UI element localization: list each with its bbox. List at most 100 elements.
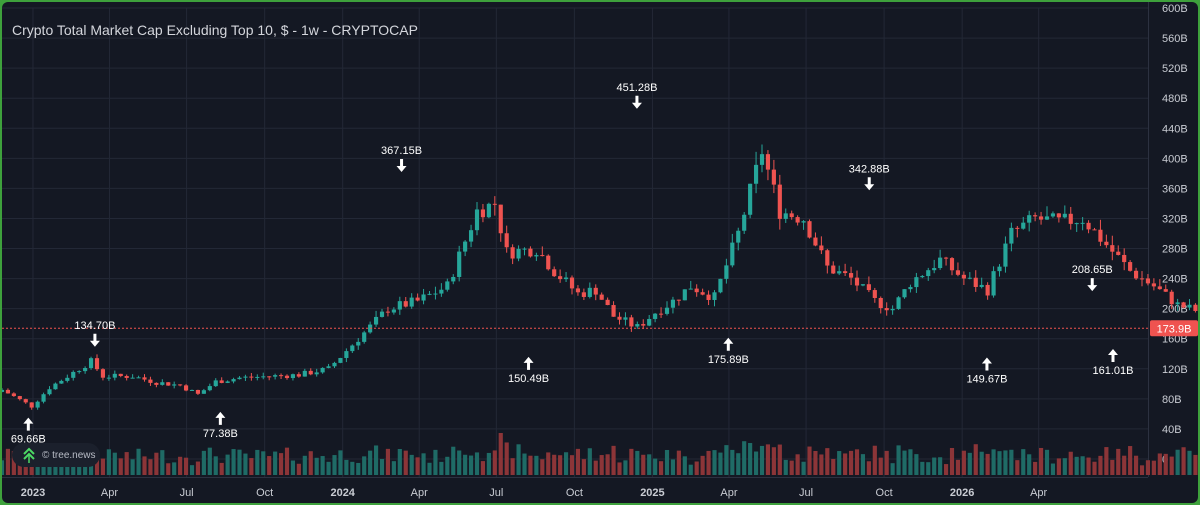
candle-body	[1080, 222, 1085, 224]
volume-bar	[860, 454, 866, 475]
volume-bar	[2, 460, 5, 475]
volume-bar	[261, 451, 266, 475]
volume-bar	[516, 444, 521, 475]
candle-body	[504, 233, 509, 248]
volume-bar	[700, 455, 705, 475]
volume-bar	[1145, 460, 1151, 475]
volume-bar	[854, 449, 860, 475]
candle-body	[807, 221, 812, 238]
volume-bar	[421, 453, 426, 475]
annotation: 208.65B	[1072, 264, 1113, 292]
volume-bar	[249, 458, 254, 475]
candle-body	[718, 278, 723, 293]
candle-body	[278, 375, 284, 377]
candle-body	[664, 307, 670, 314]
candle-body	[1169, 291, 1174, 305]
volume-bar	[284, 447, 290, 475]
candle-body	[736, 230, 741, 243]
candle-body	[53, 383, 58, 390]
volume-bar	[1021, 449, 1026, 475]
brand-badge[interactable]: © tree.news	[12, 443, 100, 467]
candle-body	[682, 289, 687, 301]
volume-bar	[1080, 456, 1085, 475]
candle-body	[178, 384, 183, 386]
candle-body	[2, 389, 5, 392]
candle-body	[843, 271, 848, 274]
candle-body	[890, 308, 895, 311]
volume-bar	[961, 450, 966, 475]
candle-body	[961, 274, 966, 279]
candle-body	[71, 371, 76, 378]
candle-body	[457, 251, 462, 277]
candle-body	[486, 203, 491, 218]
volume-bar	[213, 456, 218, 475]
x-tick-label: Oct	[566, 487, 583, 499]
y-tick-label: 80B	[1162, 394, 1182, 406]
volume-bar	[94, 452, 100, 475]
volume-bar	[831, 458, 836, 475]
volume-bar	[278, 453, 284, 475]
volume-bar	[563, 452, 569, 475]
volume-bar	[189, 465, 195, 475]
volume-bar	[955, 459, 961, 475]
candle-body	[1074, 223, 1079, 225]
volume-bar	[290, 460, 296, 475]
volume-bar	[682, 456, 687, 475]
candle-body	[593, 287, 598, 295]
candle-body	[813, 237, 818, 246]
candle-body	[463, 241, 468, 252]
volume-bar	[753, 451, 759, 475]
volume-bar	[486, 452, 491, 475]
candle-body	[558, 276, 563, 280]
candle-body	[166, 382, 171, 386]
candle-body	[130, 377, 135, 379]
candle-body	[59, 380, 64, 384]
volume-bar	[795, 454, 800, 475]
volume-bar	[985, 453, 990, 475]
volume-bar	[949, 447, 955, 475]
candle-body	[641, 324, 646, 326]
volume-bar	[914, 454, 919, 475]
volume-bar	[356, 462, 361, 475]
candle-body	[106, 377, 111, 379]
volume-bar	[658, 461, 664, 475]
y-tick-label: 320B	[1162, 213, 1188, 225]
chart-title: Crypto Total Market Cap Excluding Top 10…	[12, 22, 418, 38]
volume-bar	[569, 455, 575, 475]
volume-bar	[599, 455, 604, 475]
volume-bar	[362, 456, 367, 475]
candle-body	[926, 270, 931, 277]
volume-bar	[5, 448, 11, 475]
volume-bar	[468, 455, 474, 475]
candle-body	[1086, 222, 1091, 230]
volume-bar	[1122, 455, 1127, 475]
arrow-up-icon	[215, 411, 226, 425]
volume-bar	[848, 450, 854, 475]
volume-bar	[575, 448, 581, 475]
volume-bar	[872, 445, 877, 475]
candle-body	[88, 358, 94, 369]
candle-body	[635, 324, 640, 327]
y-tick-label: 240B	[1162, 274, 1188, 286]
volume-bar	[1151, 460, 1156, 475]
current-price-label: 173.9B	[1157, 323, 1192, 335]
candle-body	[528, 248, 533, 257]
volume-bar	[938, 457, 943, 475]
y-tick-label: 440B	[1162, 123, 1188, 135]
arrow-down-icon	[864, 177, 875, 191]
candle-body	[1163, 289, 1168, 292]
volume-bar	[1009, 449, 1014, 475]
candle-body	[219, 380, 224, 383]
candle-body	[41, 394, 46, 402]
annotation-label: 175.89B	[708, 354, 749, 366]
volume-bar	[142, 456, 147, 475]
candle-body	[338, 357, 343, 363]
volume-bar	[100, 458, 106, 475]
volume-bar	[1086, 457, 1091, 475]
candle-body	[1104, 241, 1109, 246]
candle-body	[1128, 262, 1133, 271]
volume-bar	[1139, 465, 1145, 475]
candle-body	[391, 309, 396, 313]
volume-bar	[1033, 461, 1038, 475]
